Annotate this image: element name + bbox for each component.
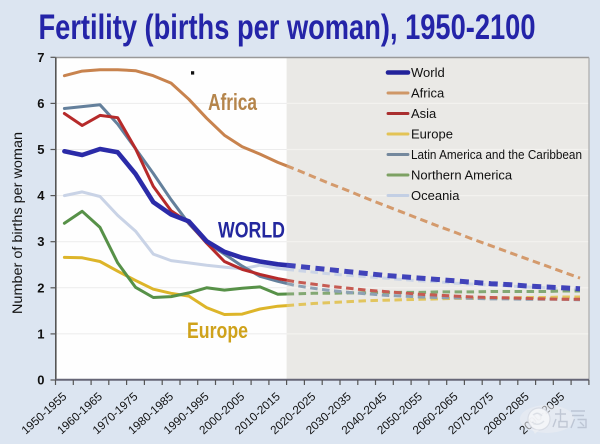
svg-text:Latin America and the Caribbea: Latin America and the Caribbean <box>411 147 582 162</box>
svg-text:5: 5 <box>37 142 44 157</box>
svg-text:Africa: Africa <box>208 89 257 115</box>
svg-text:2: 2 <box>37 280 44 295</box>
svg-text:0: 0 <box>37 373 44 388</box>
svg-text:Fertility (births per woman),: Fertility (births per woman), 1950-2100 <box>39 8 536 47</box>
svg-text:WORLD: WORLD <box>218 218 285 243</box>
svg-text:Europe: Europe <box>411 127 453 142</box>
svg-text:1: 1 <box>37 326 44 341</box>
svg-text:4: 4 <box>37 188 45 203</box>
svg-text:6: 6 <box>37 96 44 111</box>
svg-text:Oceania: Oceania <box>411 188 460 203</box>
svg-text:World: World <box>411 65 445 80</box>
svg-text:Asia: Asia <box>411 106 437 121</box>
svg-text:Africa: Africa <box>411 86 445 101</box>
svg-text:Northern America: Northern America <box>411 168 513 183</box>
svg-text:3: 3 <box>37 234 44 249</box>
svg-text:Number of births per woman: Number of births per woman <box>10 132 25 314</box>
svg-text:7: 7 <box>37 50 44 65</box>
svg-text:Europe: Europe <box>187 318 248 343</box>
